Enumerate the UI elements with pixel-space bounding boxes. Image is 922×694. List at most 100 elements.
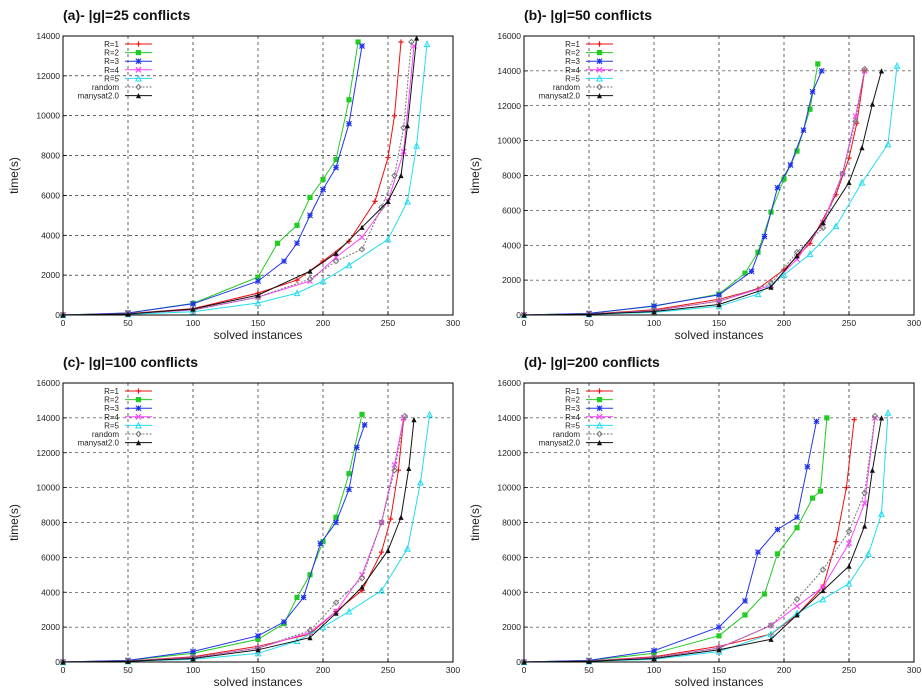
data-point <box>307 212 313 219</box>
data-point <box>125 658 131 664</box>
chart-panel-a: (a)- |g|=25 conflicts 0 50 100 150 200 250 300 0… <box>0 0 461 347</box>
legend-label: R=4 <box>565 66 580 75</box>
series-line <box>523 419 855 663</box>
legend-label: R=5 <box>104 74 119 83</box>
legend-marker <box>596 58 603 65</box>
data-point <box>807 106 813 112</box>
legend-marker <box>596 421 603 429</box>
data-point <box>893 61 901 69</box>
data-point <box>817 488 823 494</box>
data-point <box>255 278 261 285</box>
series-R=5 <box>520 61 901 319</box>
data-point <box>755 549 761 556</box>
data-point <box>586 658 592 664</box>
y-tick-label: 14000 <box>36 413 60 423</box>
data-point <box>300 594 307 601</box>
legend-label: R=2 <box>104 49 119 58</box>
data-point <box>293 289 301 297</box>
data-point <box>332 599 340 607</box>
legend-marker <box>596 83 603 91</box>
data-point <box>787 162 794 169</box>
data-point <box>400 124 407 131</box>
x-tick-label: 50 <box>123 318 133 328</box>
y-tick-label: 14000 <box>497 413 521 423</box>
series-line <box>523 417 882 663</box>
plot-frame <box>523 35 915 316</box>
data-point <box>400 148 407 155</box>
x-tick-label: 300 <box>446 318 460 328</box>
data-point <box>794 148 800 154</box>
data-point <box>391 466 398 474</box>
x-tick-label: 200 <box>777 318 791 328</box>
data-point <box>345 261 353 269</box>
data-point <box>884 140 892 148</box>
data-point <box>755 249 761 255</box>
data-point <box>871 414 879 421</box>
y-tick-label: 2000 <box>502 622 521 632</box>
y-tick-label: 14000 <box>36 31 60 41</box>
data-point <box>794 612 800 618</box>
data-point <box>385 198 391 205</box>
data-point <box>793 603 801 610</box>
x-tick-label: 0 <box>522 665 527 675</box>
data-point <box>398 514 404 520</box>
series-line <box>523 70 823 316</box>
data-point <box>820 587 826 594</box>
data-point <box>768 636 774 642</box>
legend-marker <box>135 58 142 65</box>
x-tick-label: 150 <box>712 665 726 675</box>
legend-label: R=3 <box>104 404 119 413</box>
data-point <box>859 145 865 151</box>
chart-svg-b: (b)- |g|=50 conflicts 0 50 100 150 200 250 300 0… <box>468 7 921 342</box>
data-point <box>255 292 261 298</box>
data-point <box>651 647 657 654</box>
data-point <box>742 270 748 276</box>
data-point <box>190 655 196 662</box>
legend-marker <box>135 440 142 446</box>
data-point <box>398 39 404 45</box>
y-tick-label: 8000 <box>502 171 521 181</box>
data-point <box>819 224 827 232</box>
data-point <box>846 563 852 569</box>
series-random <box>520 412 879 666</box>
data-point <box>413 141 421 149</box>
data-point <box>406 465 412 472</box>
data-point <box>307 634 313 641</box>
series-manysat2.0 <box>60 417 417 665</box>
data-point <box>358 245 366 253</box>
data-point <box>843 485 849 491</box>
data-point <box>819 595 827 603</box>
data-point <box>385 547 391 553</box>
data-point <box>294 222 300 228</box>
y-tick-label: 2000 <box>41 270 60 280</box>
data-point <box>761 233 768 240</box>
legend-marker <box>135 83 142 91</box>
data-point <box>320 186 326 193</box>
data-point <box>404 197 411 205</box>
x-tick-label: 300 <box>907 665 921 675</box>
data-point <box>346 471 352 477</box>
y-tick-label: 0 <box>55 657 60 667</box>
data-point <box>794 253 800 259</box>
series-line <box>523 70 866 316</box>
data-point <box>813 418 820 425</box>
x-axis-label: solved instances <box>675 328 764 342</box>
data-point <box>333 164 339 171</box>
data-point <box>358 574 366 582</box>
chart-title: (d)- |g|=200 conflicts <box>524 354 660 370</box>
data-point <box>378 519 385 526</box>
legend-label: R=4 <box>104 413 119 422</box>
data-point <box>809 88 816 95</box>
data-point <box>793 595 801 603</box>
legend-label: manysat2.0 <box>539 92 581 101</box>
series-line <box>62 417 405 663</box>
series-line <box>523 65 898 316</box>
legend-label: random <box>553 83 580 92</box>
legend-marker <box>596 93 603 99</box>
legend-marker <box>596 50 603 56</box>
data-point <box>815 61 821 67</box>
series-R=5 <box>520 408 892 666</box>
plot-frame <box>523 382 915 663</box>
x-tick-label: 150 <box>251 318 265 328</box>
